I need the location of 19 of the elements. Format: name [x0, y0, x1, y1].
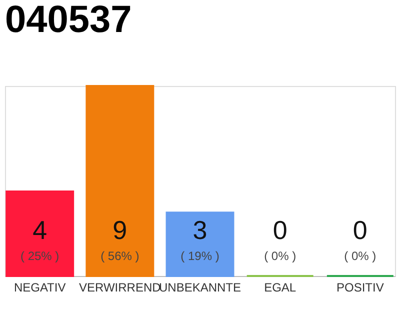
annotation: ( 19% ) — [180, 249, 220, 263]
x-tick-label: EGAL — [264, 280, 296, 294]
x-tick-label: UNBEKANNTE — [158, 280, 242, 294]
data-label: 4 — [32, 215, 48, 245]
annotation: ( 25% ) — [20, 249, 60, 263]
annotation: ( 0% ) — [264, 249, 296, 263]
x-tick-label: POSITIV — [336, 280, 384, 294]
data-label: 0 — [272, 215, 288, 245]
x-tick-label: VERWIRREND — [79, 280, 162, 294]
data-label: 0 — [352, 215, 368, 245]
data-label: 9 — [112, 215, 128, 245]
annotation: ( 0% ) — [344, 249, 376, 263]
chart-title: 040537 — [5, 0, 132, 41]
bar — [166, 212, 234, 277]
bar — [86, 85, 154, 277]
data-label: 3 — [192, 215, 208, 245]
annotation: ( 56% ) — [100, 249, 140, 263]
bar — [6, 190, 74, 277]
x-tick-label: NEGATIV — [14, 280, 66, 294]
